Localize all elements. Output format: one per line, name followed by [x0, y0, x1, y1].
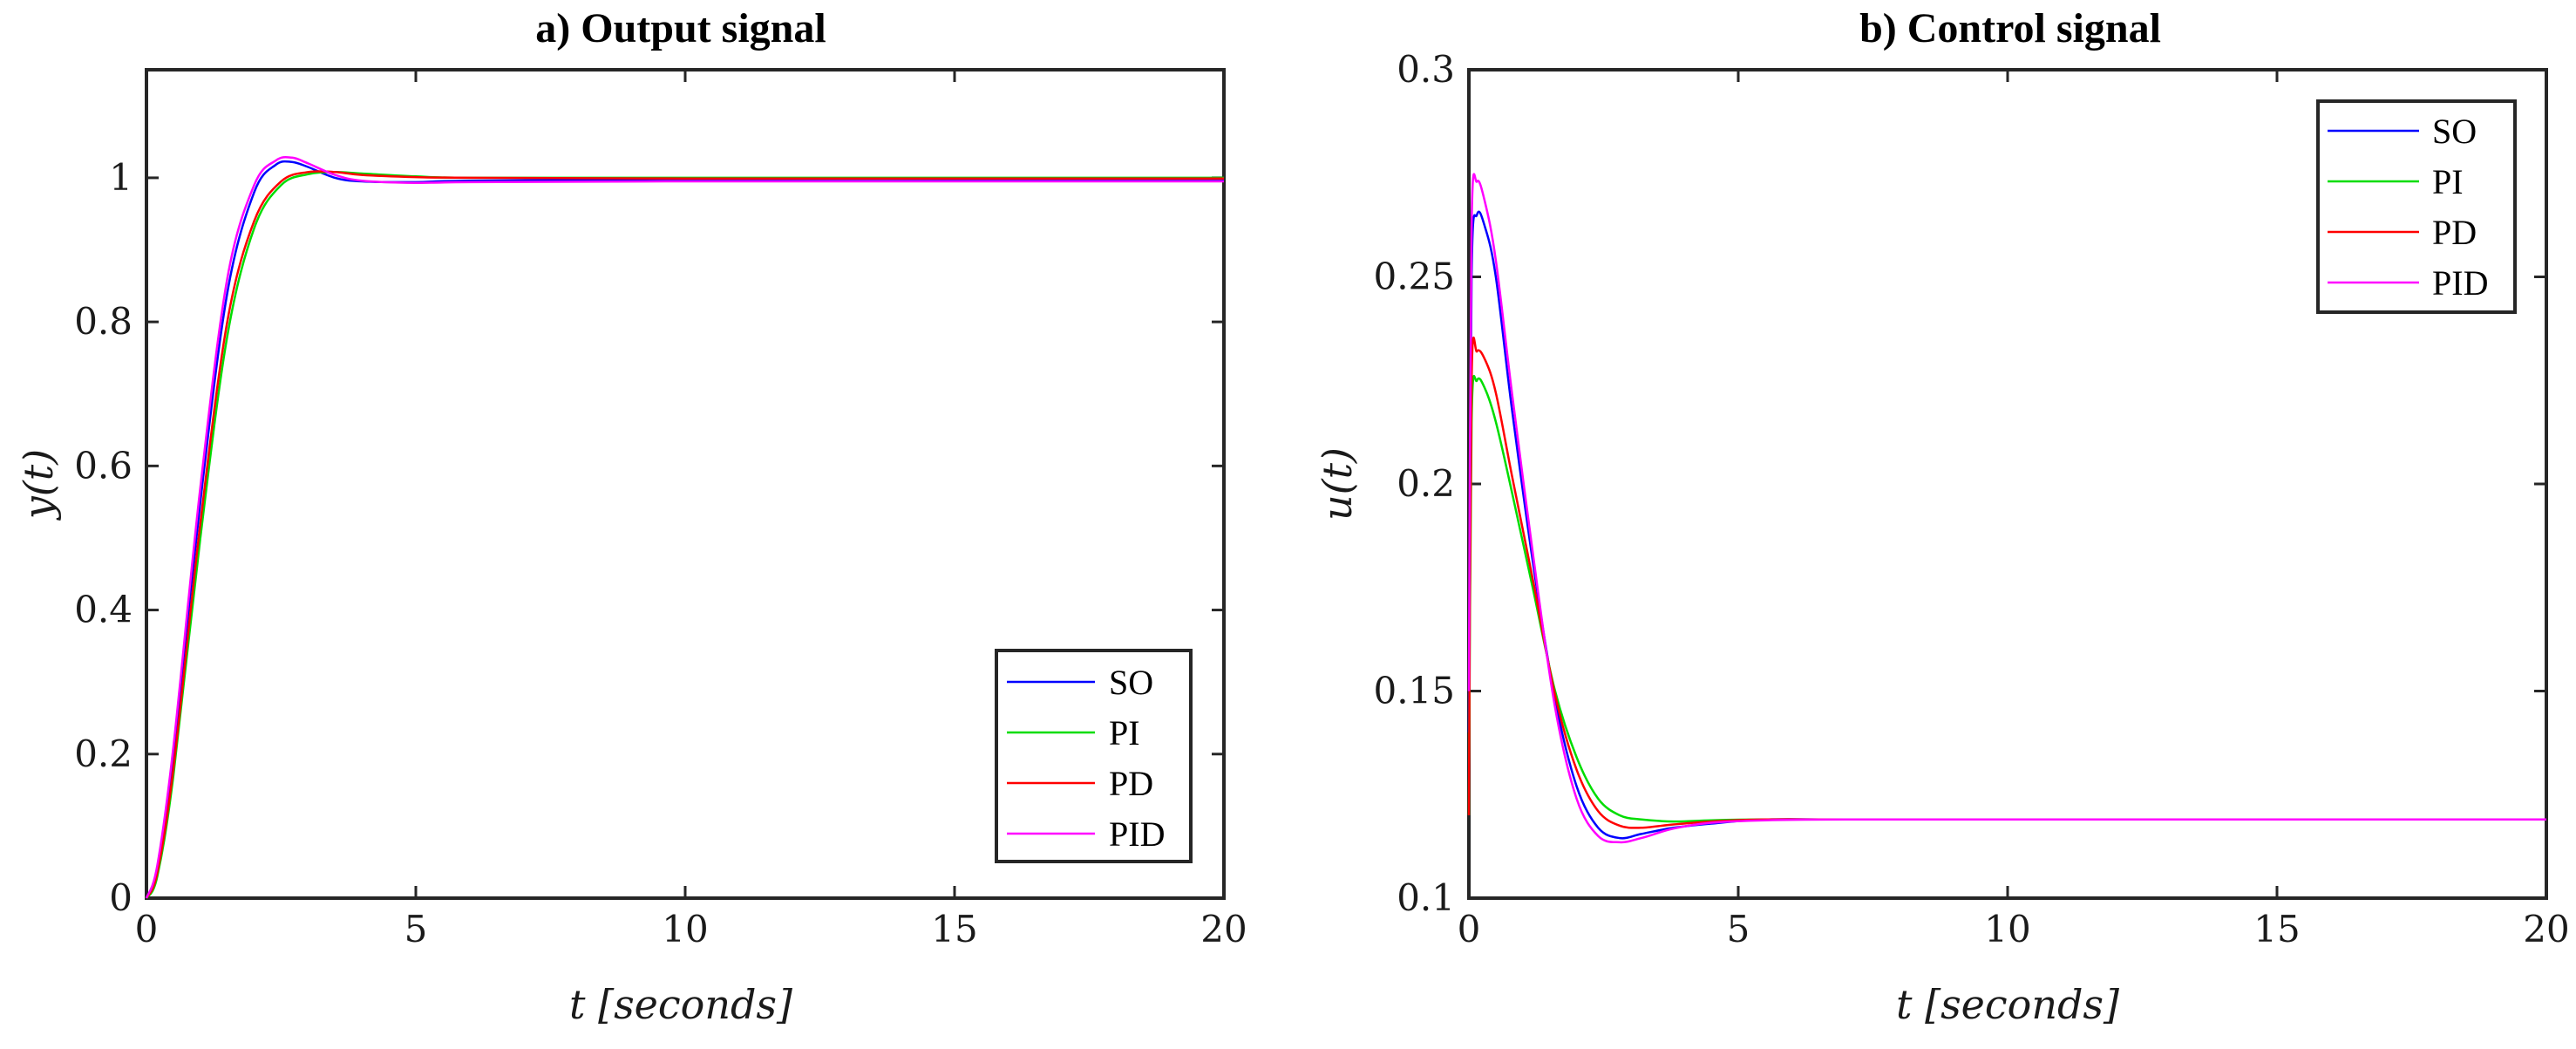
chart-b-legend-label-pd: PD	[2432, 213, 2477, 252]
chart-b-y-tick-label: 0.1	[1397, 876, 1455, 919]
chart-a-legend-label-so: SO	[1109, 663, 1153, 702]
chart-b-x-tick-label: 15	[2253, 908, 2300, 950]
chart-b-legend: SO PI PD PID	[2316, 99, 2517, 314]
chart-b-y-tick-label: 0.3	[1397, 48, 1455, 91]
chart-a-y-tick-label: 0.8	[74, 300, 133, 343]
chart-a-legend-label-pid: PID	[1109, 814, 1165, 854]
chart-a-legend-box	[995, 649, 1193, 863]
chart-a-y-axis-label: y(t)	[15, 449, 62, 521]
chart-b-x-tick-label: 5	[1727, 908, 1750, 950]
chart-b-y-tick-label: 0.2	[1397, 462, 1455, 505]
chart-a-ticks: 0 5 10 15 20 0 0.2 0.4 0.6 0.8 1	[74, 70, 1247, 950]
chart-b-series-line-pid	[1467, 173, 2546, 844]
chart-b-x-tick-label: 20	[2523, 908, 2569, 950]
chart-b-x-axis-label: t [seconds]	[1896, 981, 2119, 1028]
chart-b-series	[1467, 173, 2546, 844]
chart-a-legend-label-pi: PI	[1109, 713, 1140, 753]
chart-b-x-tick-label: 0	[1458, 908, 1481, 950]
chart-output-signal: a) Output signal 0 5 10 15 2000.20.40.60.81 …	[15, 5, 1247, 1028]
chart-a-y-tick-label: 1	[109, 156, 133, 199]
chart-a-series-line-pd	[145, 170, 1224, 899]
chart-b-y-axis-label: u(t)	[1314, 447, 1361, 521]
chart-a-y-tick-label: 0	[109, 876, 133, 919]
chart-b-x-tick-label: 10	[1984, 908, 2030, 950]
chart-a-x-tick-label: 0	[135, 908, 159, 950]
chart-a-x-tick-label: 10	[662, 908, 708, 950]
chart-a-series-line-pid	[145, 155, 1224, 899]
chart-a-legend-label-pd: PD	[1109, 764, 1153, 803]
chart-a-y-tick-label: 0.4	[74, 589, 133, 631]
chart-b-legend-box	[2316, 99, 2517, 314]
chart-control-signal: b) Control signal 0 5 10 15 20 0.1 0.15 0.2 0.25…	[1314, 5, 2570, 1028]
chart-a-x-tick-label: 15	[931, 908, 977, 950]
chart-a-x-tick-label: 5	[404, 908, 428, 950]
chart-a-title: a) Output signal	[535, 5, 826, 51]
chart-a-legend: SO PI PD PID	[995, 649, 1193, 863]
chart-a-y-tick-label: 0.2	[74, 732, 133, 775]
chart-b-title: b) Control signal	[1859, 5, 2161, 51]
chart-a-series	[145, 155, 1224, 899]
chart-a-y-tick-label: 0.6	[74, 444, 133, 487]
chart-a-x-axis-label: t [seconds]	[569, 981, 792, 1028]
chart-b-y-tick-label: 0.15	[1373, 670, 1455, 712]
chart-b-legend-label-pi: PI	[2432, 162, 2464, 201]
chart-a-x-tick-label: 20	[1200, 908, 1247, 950]
chart-b-legend-label-pid: PID	[2432, 263, 2488, 303]
chart-b-legend-label-so: SO	[2432, 112, 2477, 151]
chart-b-y-tick-label: 0.25	[1373, 255, 1455, 298]
